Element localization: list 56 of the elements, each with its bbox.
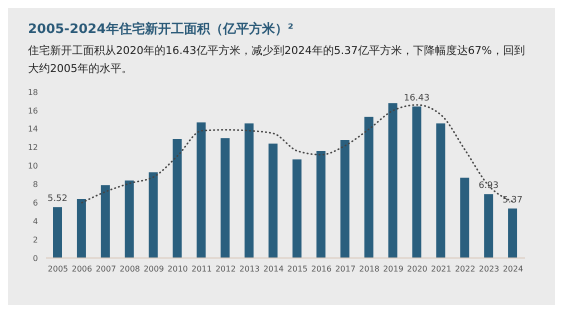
x-tick-label: 2005 — [48, 264, 68, 274]
bar — [412, 106, 422, 258]
bar — [196, 122, 206, 258]
x-tick-label: 2015 — [287, 264, 308, 274]
bar — [76, 198, 86, 258]
x-tick-label: 2010 — [168, 264, 188, 274]
y-tick-label: 10 — [28, 162, 38, 171]
bar — [484, 194, 494, 258]
y-tick-label: 14 — [28, 124, 38, 134]
y-tick-label: 6 — [32, 198, 38, 208]
bar — [316, 151, 326, 258]
y-tick-label: 0 — [32, 254, 38, 263]
x-tick-label: 2006 — [72, 264, 92, 274]
data-label: 6.93 — [478, 181, 499, 192]
data-label: 5.37 — [502, 195, 523, 206]
x-tick-label: 2023 — [478, 264, 500, 274]
x-tick-label: 2019 — [383, 264, 404, 274]
bar — [244, 123, 254, 258]
bar — [220, 138, 230, 258]
bar — [460, 178, 470, 258]
x-tick-label: 2011 — [191, 264, 212, 274]
x-tick-label: 2014 — [263, 264, 284, 274]
bar — [292, 159, 302, 258]
bar — [340, 140, 350, 258]
bar — [508, 208, 518, 258]
x-tick-label: 2009 — [144, 264, 164, 274]
chart-subtitle: 住宅新开工面积从2020年的16.43亿平方米，减少到2024年的5.37亿平方米，下降幅度达67%，回到大约2005年的水平。 — [27, 43, 526, 77]
x-tick-label: 2018 — [359, 264, 380, 274]
bar — [148, 172, 158, 258]
y-tick-label: 4 — [32, 216, 38, 226]
x-tick-label: 2020 — [407, 264, 428, 274]
x-tick-label: 2016 — [311, 264, 332, 274]
bar — [436, 123, 446, 258]
x-tick-label: 2024 — [502, 264, 524, 274]
y-tick-label: 2 — [32, 235, 38, 244]
x-tick-label: 2022 — [454, 264, 476, 274]
bar — [53, 207, 62, 258]
y-tick-label: 8 — [32, 180, 38, 190]
y-tick-label: 18 — [28, 88, 38, 97]
x-tick-label: 2021 — [430, 264, 452, 274]
x-tick-label: 2012 — [215, 264, 236, 274]
x-tick-label: 2017 — [335, 264, 356, 274]
x-tick-label: 2013 — [239, 264, 260, 274]
y-tick-label: 12 — [28, 143, 38, 152]
data-label: 16.43 — [404, 93, 430, 104]
chart-title: 2005-2024年住宅新开工面积（亿平方米）² — [27, 20, 294, 38]
x-tick-label: 2008 — [120, 264, 140, 274]
data-label: 5.52 — [47, 194, 68, 204]
x-tick-label: 2007 — [96, 264, 116, 274]
y-tick-label: 16 — [28, 106, 38, 116]
bar — [124, 180, 134, 258]
bar — [100, 185, 110, 258]
bar — [268, 144, 278, 258]
bar — [364, 116, 374, 258]
bar — [172, 139, 182, 258]
bar — [388, 103, 398, 258]
